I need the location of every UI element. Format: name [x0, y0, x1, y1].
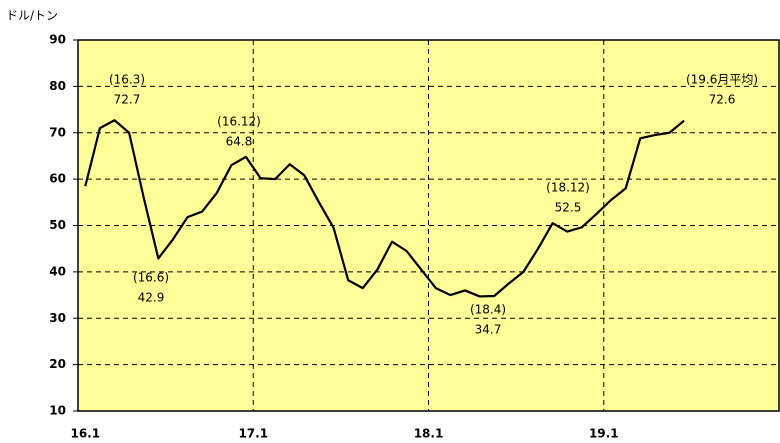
y-tick-label: 70: [49, 125, 66, 139]
x-tick-label: 18.1: [414, 427, 444, 441]
plot-border: [77, 39, 780, 412]
y-unit-label: ドル/トン: [6, 9, 58, 23]
x-tick-label: 16.1: [70, 427, 100, 441]
annotation-value: 52.5: [555, 201, 582, 215]
y-tick-label: 20: [49, 357, 66, 371]
annotation-period: (18.12): [546, 181, 590, 195]
y-tick-label: 10: [49, 404, 66, 418]
annotation-value: 42.9: [138, 291, 165, 305]
annotation-value: 34.7: [475, 323, 502, 337]
y-tick-label: 30: [49, 311, 66, 325]
annotation-period: (19.6月平均): [686, 73, 758, 87]
y-tick-label: 90: [49, 33, 66, 47]
line-series: [84, 119, 685, 298]
annotation-period: (16.3): [109, 73, 145, 87]
annotation-value: 64.8: [226, 135, 253, 149]
y-tick-label: 40: [49, 264, 66, 278]
y-tick-label: 60: [49, 172, 66, 186]
y-tick-label: 50: [49, 218, 66, 232]
annotation-period: (18.4): [470, 303, 506, 317]
annotation-value: 72.7: [114, 93, 141, 107]
x-tick-label: 17.1: [238, 427, 268, 441]
annotation-period: (16.6): [133, 271, 169, 285]
annotation-value: 72.6: [709, 93, 736, 107]
annotation-period: (16.12): [217, 115, 261, 129]
x-tick-label: 19.1: [589, 427, 619, 441]
y-tick-label: 80: [49, 79, 66, 93]
